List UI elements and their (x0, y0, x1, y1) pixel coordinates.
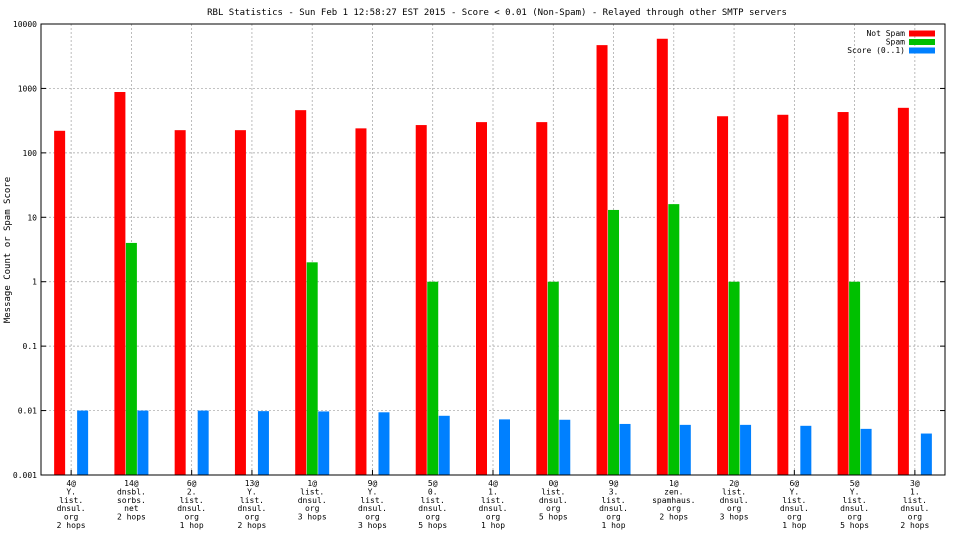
bar (234, 130, 246, 476)
x-tick-label: 4@ Y. list. dnsul. org 2 hops (57, 479, 86, 530)
x-tick-label: 4@ 1. list. dnsul. org 1 hop (479, 479, 508, 530)
x-tick-labels: 4@ Y. list. dnsul. org 2 hops 14@ dnsbl. sorbs. n… (57, 479, 930, 530)
bar (800, 425, 812, 475)
x-tick-label: 0@ list. dnsul. org 5 hops (539, 479, 568, 522)
y-tick-label: 100 (23, 149, 38, 158)
bars (54, 38, 932, 476)
bar (837, 112, 849, 476)
bar (728, 281, 740, 475)
bar (499, 419, 510, 475)
bar (174, 130, 186, 476)
bar (679, 424, 691, 475)
plot-frame (40, 23, 946, 476)
y-tick-label: 0.01 (18, 407, 37, 416)
bar (438, 415, 450, 475)
bar (415, 125, 427, 475)
bar (197, 410, 209, 475)
y-tick-label: 10000 (13, 20, 37, 29)
bar (547, 281, 559, 475)
bar (306, 262, 318, 475)
x-tick-label: 13@ Y. list. dnsul. org 2 hops (237, 479, 266, 530)
legend-label: Spam (886, 38, 905, 47)
bar (378, 412, 390, 475)
bar (114, 92, 126, 476)
bar (777, 114, 789, 475)
legend-swatch (909, 47, 935, 54)
x-tick-label: 9@ Y. list. dnsul. org 3 hops (358, 479, 387, 530)
bar (559, 419, 571, 475)
legend-label: Score (0..1) (847, 46, 905, 55)
bar (355, 128, 367, 476)
y-tick-label: 10 (27, 213, 37, 222)
bar (740, 424, 752, 475)
x-tick-label: 14@ dnsbl. sorbs. net 2 hops (117, 479, 146, 522)
legend-swatch (909, 30, 935, 37)
x-tick-label: 5@ Y. list. dnsul. org 5 hops (840, 479, 869, 530)
bar (596, 45, 608, 475)
x-tick-label: 5@ 0. list. dnsul. org 5 hops (418, 479, 447, 530)
bar (656, 38, 668, 476)
bar (257, 411, 269, 475)
bar (920, 433, 932, 475)
y-tick-label: 1000 (18, 84, 37, 93)
x-tick-label: 9@ 3. list. dnsul. org 1 hop (599, 479, 628, 530)
bar (860, 428, 872, 475)
x-tick-label: 1@ zen. spamhaus. org 2 hops (652, 479, 695, 522)
bar (137, 410, 149, 475)
y-tick-label: 0.1 (23, 342, 38, 351)
bar (318, 411, 330, 475)
legend-label: Not Spam (866, 29, 905, 38)
x-tick-label: 3@ 1. list. dnsul. org 2 hops (900, 479, 929, 530)
x-tick-label: 1@ list. dnsul. org 3 hops (298, 479, 327, 522)
x-tick-label: 2@ list. dnsul. org 3 hops (720, 479, 749, 522)
bar (77, 410, 89, 475)
bar (54, 130, 66, 475)
bar (668, 204, 680, 475)
bar (849, 281, 861, 475)
bar (536, 122, 548, 475)
bar (295, 110, 307, 475)
x-tick-label: 6@ 2. list. dnsul. org 1 hop (177, 479, 206, 530)
bar (125, 242, 137, 475)
bar (619, 423, 631, 475)
bar (427, 281, 439, 475)
bar (608, 209, 620, 475)
chart-title: RBL Statistics - Sun Feb 1 12:58:27 EST … (207, 8, 787, 18)
bar (897, 107, 909, 476)
y-axis-label: Message Count or Spam Score (3, 177, 13, 323)
bar (476, 122, 487, 475)
y-tick-labels: 0.001 0.01 0.1 1 10 100 1000 10000 (13, 20, 37, 480)
x-tick-label: 6@ Y. list. dnsul. org 1 hop (780, 479, 809, 530)
bar (717, 116, 729, 475)
y-tick-label: 0.001 (13, 471, 37, 480)
y-tick-label: 1 (32, 278, 37, 287)
legend-swatch (909, 39, 935, 45)
